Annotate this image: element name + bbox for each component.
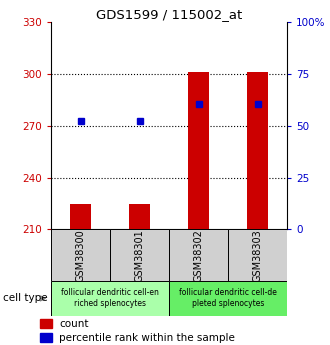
Bar	[129, 204, 150, 229]
Text: GSM38301: GSM38301	[135, 229, 145, 282]
Bar	[169, 281, 287, 316]
Bar	[110, 229, 169, 281]
Bar	[228, 229, 287, 281]
Bar	[188, 72, 209, 229]
Text: cell type: cell type	[3, 294, 48, 303]
Text: follicular dendritic cell-en
riched splenocytes: follicular dendritic cell-en riched sple…	[61, 288, 159, 308]
Title: GDS1599 / 115002_at: GDS1599 / 115002_at	[96, 8, 242, 21]
Text: follicular dendritic cell-de
pleted splenocytes: follicular dendritic cell-de pleted sple…	[179, 288, 277, 308]
Text: GSM38303: GSM38303	[252, 229, 263, 282]
Text: percentile rank within the sample: percentile rank within the sample	[59, 333, 235, 343]
Text: count: count	[59, 318, 89, 328]
Bar	[70, 204, 91, 229]
Bar	[40, 319, 52, 328]
Bar	[169, 229, 228, 281]
Bar	[247, 72, 268, 229]
Bar	[51, 229, 110, 281]
Bar	[40, 333, 52, 342]
Text: GSM38300: GSM38300	[76, 229, 86, 282]
Text: GSM38302: GSM38302	[194, 229, 204, 282]
Bar	[51, 281, 169, 316]
